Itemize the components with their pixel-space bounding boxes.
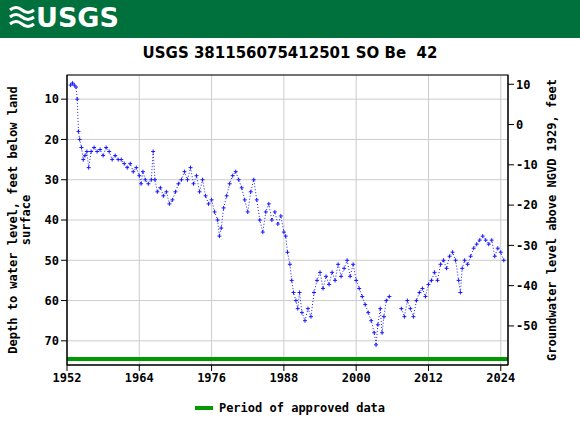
svg-text:30: 30 xyxy=(45,173,59,187)
svg-text:1988: 1988 xyxy=(269,371,298,385)
svg-text:10: 10 xyxy=(516,78,530,92)
svg-text:20: 20 xyxy=(45,133,59,147)
svg-text:2000: 2000 xyxy=(342,371,371,385)
svg-text:1952: 1952 xyxy=(53,371,82,385)
svg-text:60: 60 xyxy=(45,294,59,308)
svg-text:-10: -10 xyxy=(516,158,538,172)
svg-text:Depth to water level, feet bel: Depth to water level, feet below land xyxy=(8,86,20,353)
svg-text:-20: -20 xyxy=(516,198,538,212)
svg-text:40: 40 xyxy=(45,213,59,227)
svg-text:70: 70 xyxy=(45,334,59,348)
svg-text:Groundwater level above NGVD 1: Groundwater level above NGVD 1929, feet xyxy=(545,79,559,361)
svg-text:2024: 2024 xyxy=(486,371,515,385)
html-text:USGS: USGS xyxy=(36,2,119,33)
svg-text:0: 0 xyxy=(516,118,523,132)
svg-text:1964: 1964 xyxy=(125,371,154,385)
svg-text:-30: -30 xyxy=(516,239,538,253)
svg-text:2012: 2012 xyxy=(414,371,443,385)
svg-text:10: 10 xyxy=(45,92,59,106)
svg-text:50: 50 xyxy=(45,254,59,268)
svg-text:-40: -40 xyxy=(516,279,538,293)
svg-text:surface: surface xyxy=(19,195,33,246)
svg-text:-50: -50 xyxy=(516,319,538,333)
svg-text:1976: 1976 xyxy=(197,371,226,385)
html-text:USGS 381156075412501 SO Be 42: USGS 381156075412501 SO Be 42 xyxy=(142,44,438,62)
html-text:Period of approved data: Period of approved data xyxy=(218,401,386,415)
